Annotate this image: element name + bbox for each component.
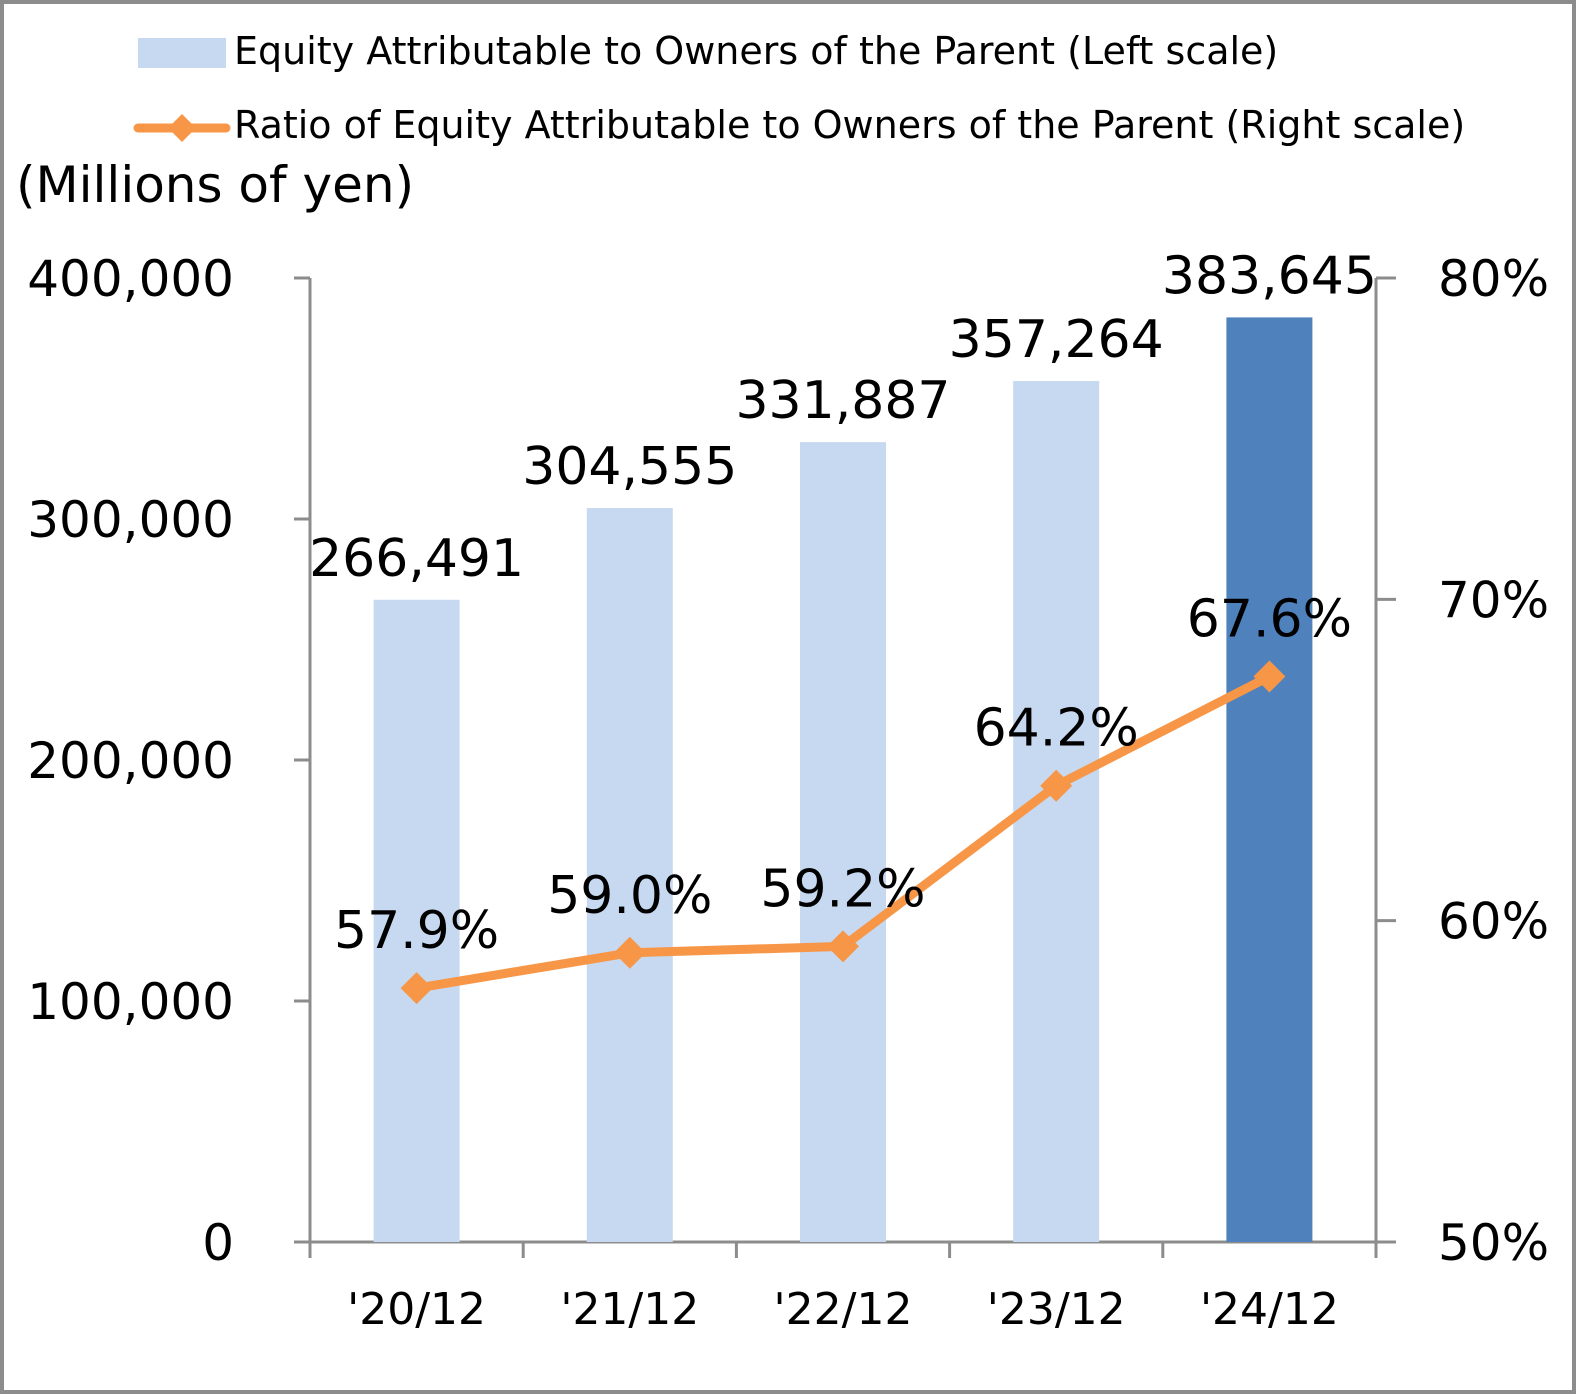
ratio-value-label: 59.2% [760, 859, 925, 919]
legend-swatch-ratio-marker [168, 114, 196, 142]
bar [1226, 317, 1313, 1243]
x-category-label: '24/12 [1200, 1284, 1339, 1335]
ratio-value-label: 64.2% [974, 699, 1139, 759]
ratio-value-label: 57.9% [334, 901, 499, 961]
ratio-marker [1253, 660, 1286, 693]
ratio-marker [613, 936, 646, 969]
x-category-label: '22/12 [774, 1284, 913, 1335]
ratio-value-label: 59.0% [547, 866, 712, 926]
ratio-marker [1040, 769, 1073, 802]
legend-swatch-equity [138, 38, 226, 68]
left-tick-label: 400,000 [27, 250, 234, 308]
legend: Equity Attributable to Owners of the Par… [133, 29, 1465, 147]
x-category-label: '21/12 [560, 1284, 699, 1335]
right-tick-label: 50% [1438, 1214, 1549, 1272]
bar-value-label: 266,491 [309, 529, 524, 589]
ratio-marker [400, 972, 433, 1005]
equity-chart: Equity Attributable to Owners of the Par… [16, 29, 1549, 1335]
x-category-label: '20/12 [347, 1284, 486, 1335]
bar-value-label: 357,264 [949, 310, 1164, 370]
legend-label-ratio: Ratio of Equity Attributable to Owners o… [234, 103, 1465, 147]
bar-series [373, 317, 1313, 1243]
line-series [400, 660, 1286, 1005]
bar [800, 442, 886, 1242]
right-tick-label: 70% [1438, 571, 1549, 629]
left-tick-label: 100,000 [27, 973, 234, 1031]
bar [373, 599, 460, 1242]
bar-value-label: 331,887 [735, 371, 950, 431]
bar-value-label: 304,555 [522, 437, 737, 497]
bar-value-label: 383,645 [1162, 246, 1377, 306]
left-tick-label: 0 [202, 1214, 234, 1272]
left-tick-label: 300,000 [27, 491, 234, 549]
right-tick-label: 80% [1438, 250, 1549, 308]
ratio-value-label: 67.6% [1187, 589, 1352, 649]
ratio-marker [827, 930, 859, 963]
left-tick-label: 200,000 [27, 732, 234, 790]
right-tick-label: 60% [1438, 893, 1549, 951]
bar [586, 508, 673, 1242]
x-category-label: '23/12 [987, 1284, 1126, 1335]
unit-label: (Millions of yen) [16, 156, 414, 214]
axes: 0 100,000 200,000 300,000 400,000 50% 60% 70% 80… [27, 250, 1549, 1335]
legend-label-equity: Equity Attributable to Owners of the Par… [234, 29, 1278, 73]
